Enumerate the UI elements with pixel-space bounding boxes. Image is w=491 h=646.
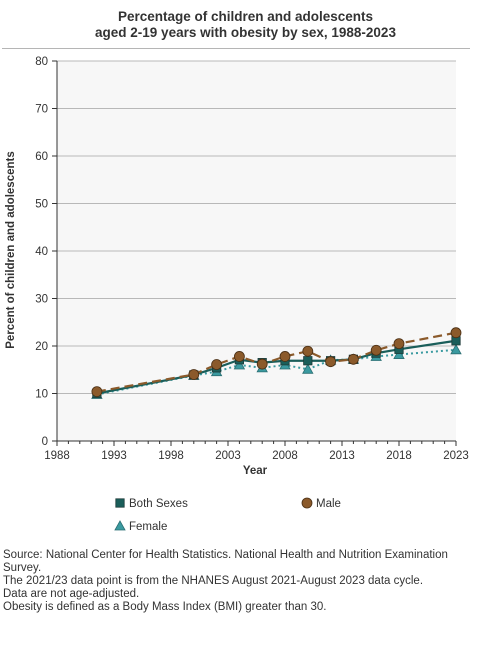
legend-label: Female	[129, 521, 167, 533]
chart-title-line-1: Percentage of children and adolescents	[117, 9, 374, 24]
note-source: Source: National Center for Health Stati…	[3, 549, 448, 574]
y-tick-label: 20	[35, 341, 48, 353]
data-point	[188, 369, 200, 380]
series-layer	[91, 327, 462, 399]
y-axis-title: Percent of children and adolescents	[5, 151, 17, 348]
legend-item-female: Female	[114, 520, 167, 533]
data-point	[91, 386, 103, 398]
chart-title: Percentage of children and adolescents a…	[0, 9, 491, 41]
legend-item-male: Male	[301, 497, 341, 510]
note-age-adjustment: Data are not age-adjusted.	[3, 588, 140, 600]
data-point	[302, 363, 314, 374]
y-gridlines	[57, 60, 456, 394]
data-point	[393, 348, 405, 359]
y-tick-labels: 0 10 20 30 40 50 60 70 80	[35, 56, 48, 448]
y-tick-label: 80	[35, 56, 48, 68]
data-point	[256, 358, 268, 370]
y-tick-label: 40	[35, 246, 48, 258]
note-obesity-definition: Obesity is defined as a Body Mass Index …	[3, 601, 327, 613]
x-axis-title: Year	[243, 465, 268, 477]
chart-title-line-2: aged 2-19 years with obesity by sex, 198…	[95, 25, 396, 40]
data-point	[211, 359, 223, 370]
axes	[52, 60, 457, 446]
y-tick-label: 60	[35, 151, 48, 163]
x-tick-label: 1988	[44, 450, 70, 462]
legend-item-both-sexes: Both Sexes	[115, 498, 188, 510]
chart-notes: Source: National Center for Health Stati…	[3, 549, 483, 614]
y-tick-label: 50	[35, 199, 48, 211]
obesity-line-chart: 0 10 20 30 40 50 60 70 80 1988 1993 1998 2003 2008 20…	[5, 56, 469, 533]
data-point	[233, 359, 246, 370]
data-point	[450, 343, 462, 355]
data-point	[370, 344, 382, 356]
x-tick-label: 1998	[158, 450, 184, 462]
data-point	[450, 327, 462, 339]
legend-marker	[114, 520, 126, 531]
y-tick-label: 0	[42, 436, 48, 448]
data-point	[303, 356, 313, 366]
data-point	[325, 356, 337, 368]
series-male	[91, 327, 462, 398]
x-tick-label: 2008	[272, 450, 298, 462]
data-point	[347, 353, 359, 365]
x-tick-labels: 1988 1993 1998 2003 2008 2013 2018 2023	[44, 450, 469, 462]
legend-marker	[115, 498, 125, 508]
legend-marker	[301, 497, 313, 509]
y-tick-label: 30	[35, 294, 48, 306]
data-point	[279, 351, 291, 362]
data-point	[393, 338, 405, 350]
y-tick-label: 70	[35, 104, 48, 116]
data-point	[233, 351, 245, 362]
legend: Both Sexes Male Female	[114, 497, 341, 533]
title-divider	[2, 48, 470, 49]
x-tick-label: 2023	[443, 450, 469, 462]
x-tick-label: 2018	[386, 450, 412, 462]
data-point	[302, 345, 314, 357]
x-tick-label: 2003	[215, 450, 241, 462]
note-data-cycle: The 2021/23 data point is from the NHANE…	[3, 575, 424, 587]
x-tick-label: 2013	[329, 450, 355, 462]
legend-label: Male	[316, 498, 341, 510]
legend-label: Both Sexes	[129, 498, 188, 510]
x-tick-label: 1993	[101, 450, 127, 462]
y-tick-label: 10	[35, 389, 48, 401]
